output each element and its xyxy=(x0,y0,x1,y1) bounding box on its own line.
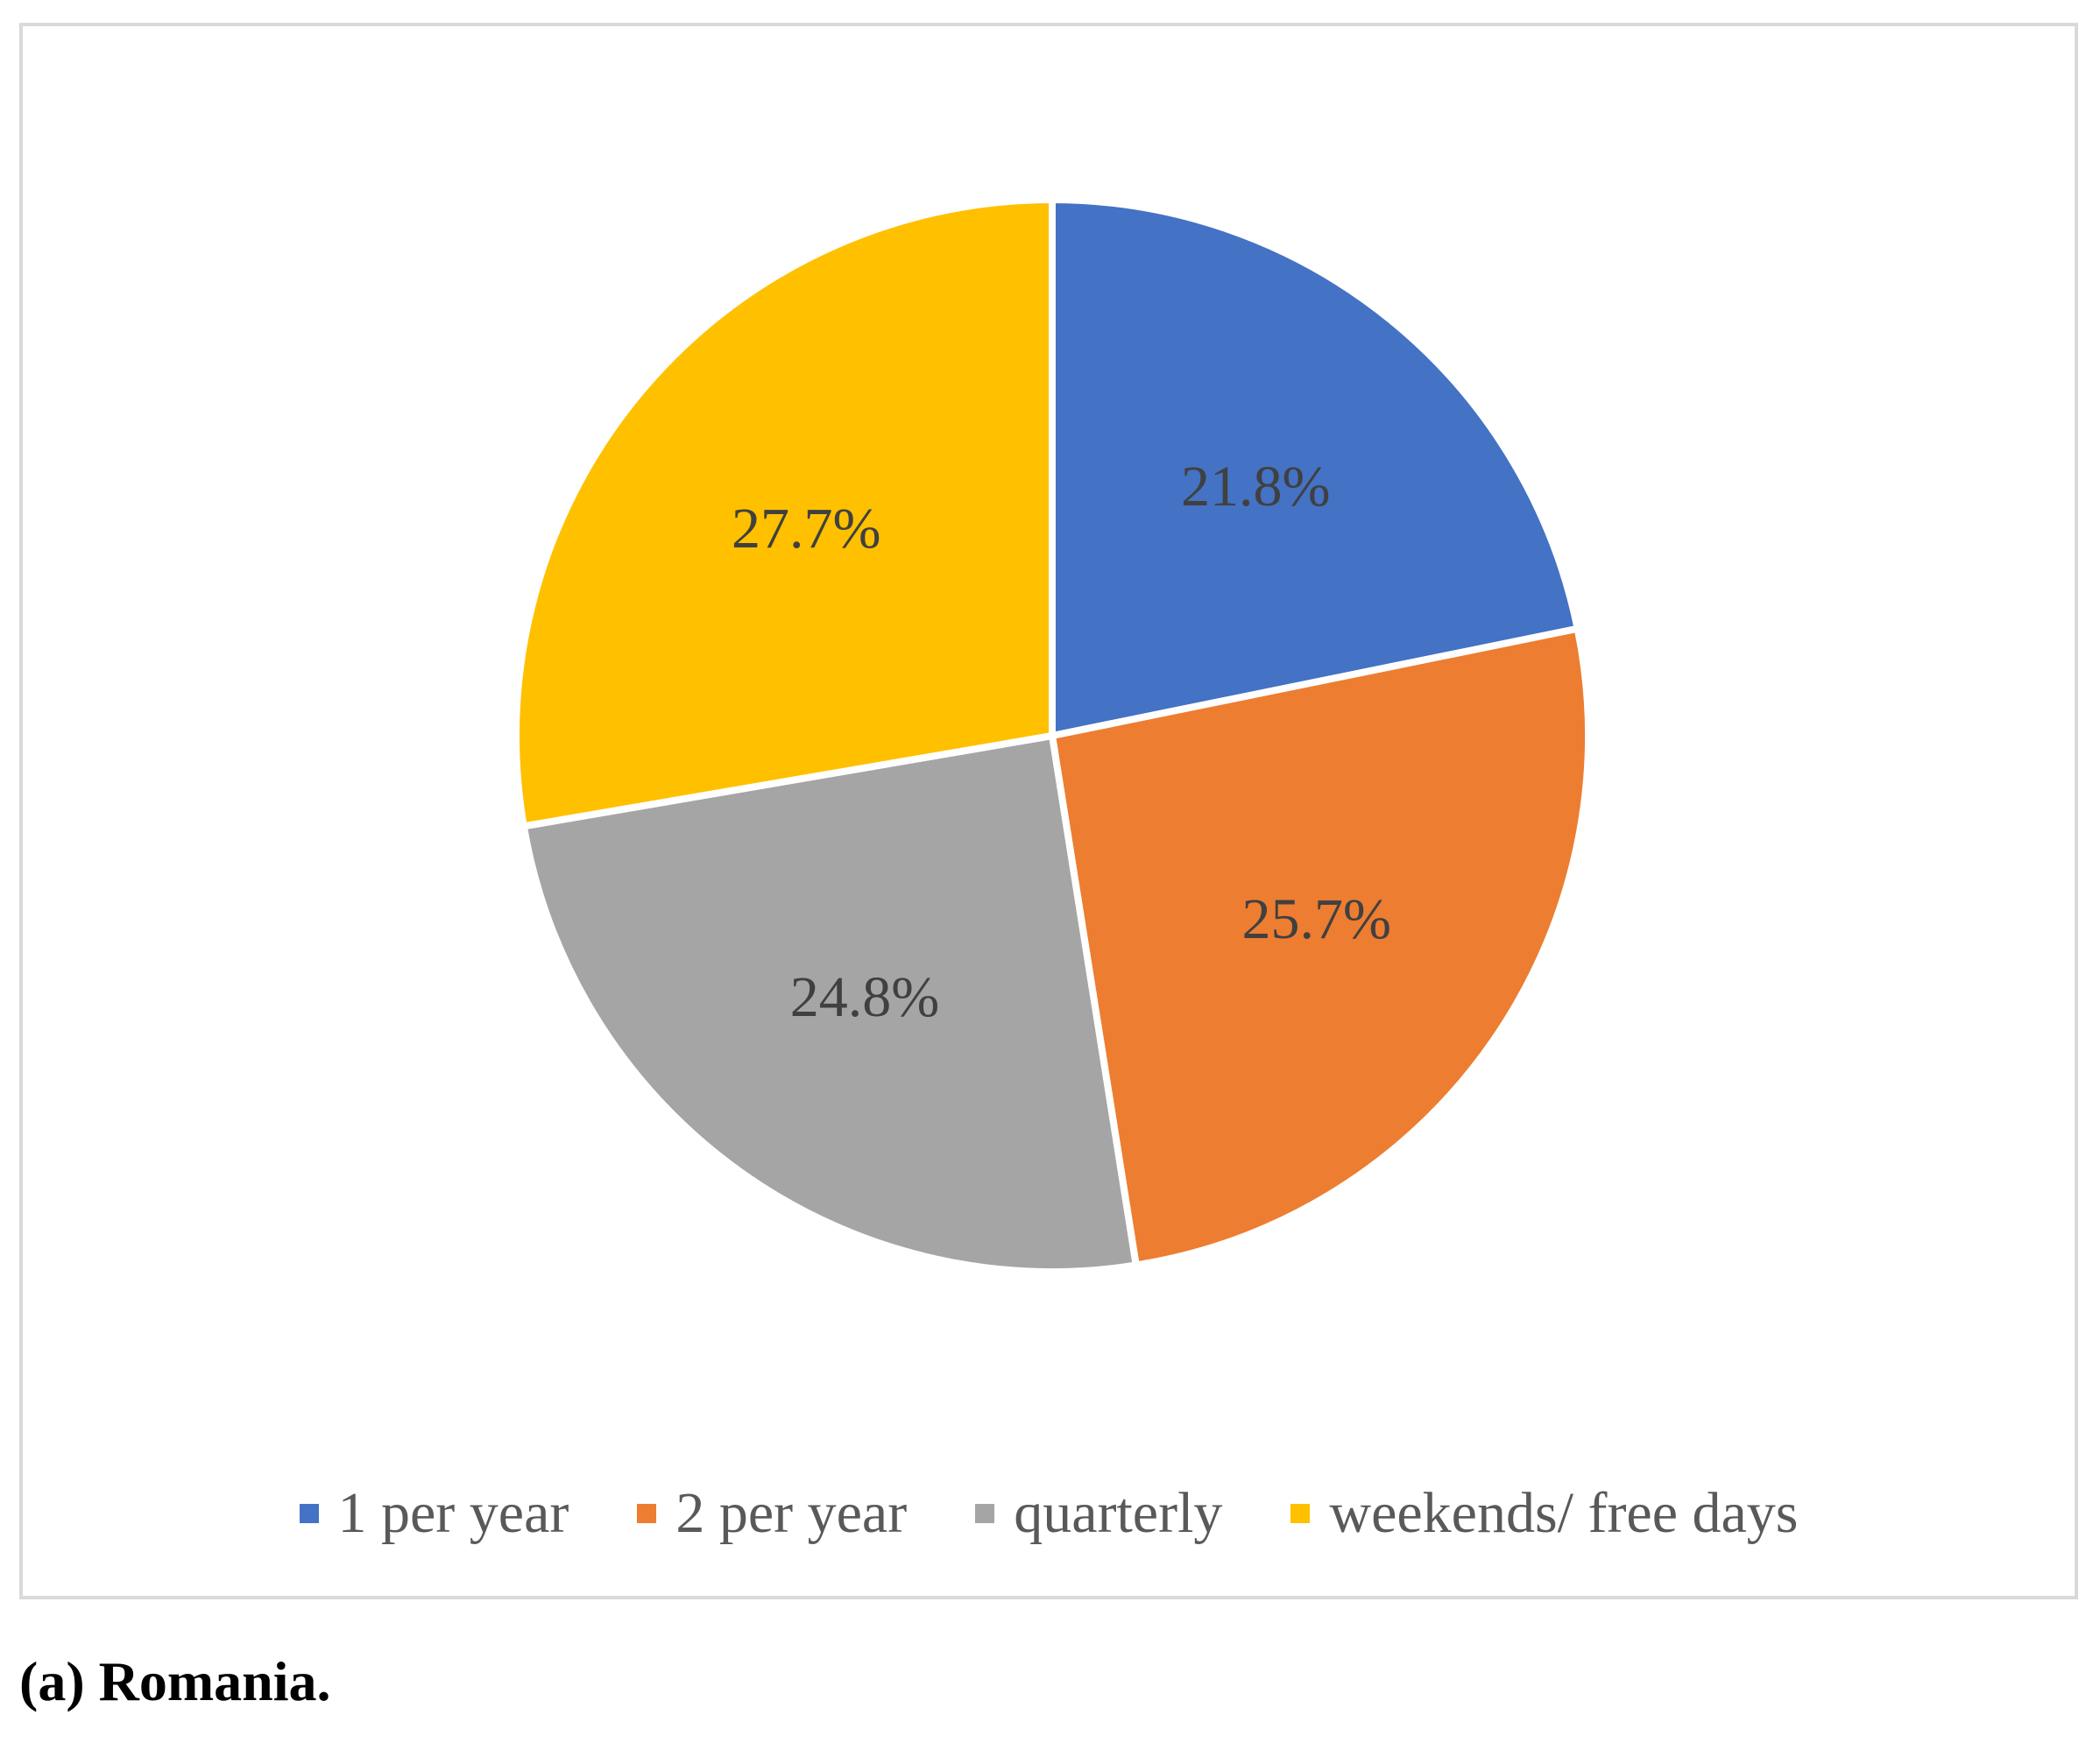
legend-item-1: 1 per year xyxy=(299,1481,569,1545)
figure-caption: (a) Romania. xyxy=(19,1650,331,1712)
legend-item-3: quarterly xyxy=(975,1485,1222,1542)
legend-item-4: weekends/ free days xyxy=(1290,1481,1799,1545)
pie-data-label-3: 24.8% xyxy=(790,965,939,1029)
chart-frame: 21.8% 25.7% 24.8% 27.7% 1 per year 2 per yea… xyxy=(19,23,2078,1599)
legend-swatch xyxy=(637,1504,657,1523)
legend-label: 2 per year xyxy=(675,1481,908,1545)
pie-slice-2 xyxy=(1049,625,1592,1269)
pie-data-labels: 21.8% 25.7% 24.8% 27.7% xyxy=(732,455,1391,1029)
pie-slice-1 xyxy=(1049,196,1581,739)
legend-swatch xyxy=(1290,1504,1311,1523)
legend-swatch xyxy=(975,1504,995,1523)
pie-slices xyxy=(513,196,1592,1275)
pie-data-label-4: 27.7% xyxy=(732,497,880,561)
legend-label: weekends/ free days xyxy=(1329,1481,1799,1545)
pie-chart: 21.8% 25.7% 24.8% 27.7% xyxy=(513,196,1592,1275)
pie-data-label-1: 21.8% xyxy=(1181,455,1330,519)
pie-slice-3 xyxy=(520,732,1140,1275)
pie-slice-4 xyxy=(513,196,1056,830)
legend-item-2: 2 per year xyxy=(637,1485,907,1542)
legend-swatch xyxy=(299,1504,319,1523)
legend-label: 1 per year xyxy=(337,1481,569,1545)
pie-data-label-2: 25.7% xyxy=(1242,887,1391,951)
legend: 1 per year 2 per year quarterly weekends/ f… xyxy=(23,1485,2075,1542)
legend-label: quarterly xyxy=(1014,1481,1223,1545)
